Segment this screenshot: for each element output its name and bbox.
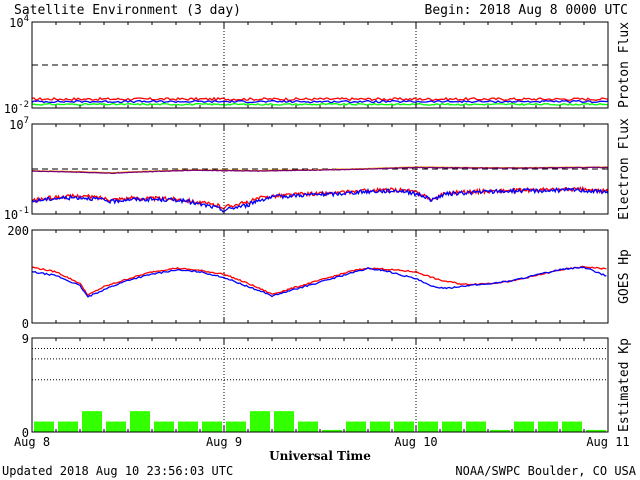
estimated-kp-bar [34, 421, 54, 432]
estimated-kp-axis-label: Estimated Kp [617, 338, 632, 432]
estimated-kp-bar [394, 421, 414, 432]
proton-flux-series-line [31, 96, 609, 102]
estimated-kp-bar [346, 421, 366, 432]
estimated-kp-bar [490, 429, 510, 432]
estimated-kp-bar [154, 421, 174, 432]
x-tick-label: Aug 9 [206, 435, 242, 449]
begin-time: Begin: 2018 Aug 8 0000 UTC [425, 3, 629, 18]
goes-hp-panel: 200 0 GOES Hp [7, 224, 632, 331]
estimated-kp-bar [202, 421, 222, 432]
estimated-kp-bar [418, 421, 438, 432]
estimated-kp-frame [31, 337, 609, 433]
estimated-kp-bar [538, 421, 558, 432]
estimated-kp-y-tick-label: 9 [22, 332, 29, 346]
estimated-kp-bar [298, 421, 318, 432]
proton-flux-series-line [31, 99, 609, 104]
updated-timestamp: Updated 2018 Aug 10 23:56:03 UTC [2, 464, 233, 478]
estimated-kp-bar [322, 429, 342, 432]
plot-title: Satellite Environment (3 day) [14, 3, 241, 18]
proton-flux-axis-label: Proton Flux [617, 22, 632, 108]
estimated-kp-panel: 9 0 Estimated Kp [22, 332, 632, 440]
electron-flux-y-tick-label: 10-1 [4, 206, 29, 222]
estimated-kp-bar [562, 421, 582, 432]
goes-hp-series-line [31, 266, 607, 298]
electron-flux-axis-label: Electron Flux [617, 118, 632, 220]
estimated-kp-bar [514, 421, 534, 432]
proton-flux-y-tick-label: 10-2 [4, 100, 29, 116]
electron-flux-series-line [31, 186, 609, 213]
estimated-kp-bar [274, 411, 294, 432]
electron-flux-series-line [31, 166, 609, 175]
panels-group: 104 10-2 Proton Flux 107 10-1 Electron Flux 20… [4, 14, 632, 449]
estimated-kp-bar [586, 429, 606, 432]
goes-hp-frame [31, 229, 609, 324]
credit-text: NOAA/SWPC Boulder, CO USA [455, 464, 636, 478]
proton-flux-panel: 104 10-2 Proton Flux [4, 14, 632, 116]
x-tick-label: Aug 11 [586, 435, 629, 449]
proton-flux-y-tick-label: 104 [9, 14, 29, 30]
estimated-kp-bar [130, 411, 150, 432]
goes-hp-axis-label: GOES Hp [617, 249, 632, 304]
estimated-kp-bar [442, 421, 462, 432]
estimated-kp-bar [58, 421, 78, 432]
estimated-kp-bar [466, 421, 486, 432]
x-tick-label: Aug 8 [14, 435, 50, 449]
estimated-kp-bar [226, 421, 246, 432]
estimated-kp-y-tick-label: 0 [22, 426, 29, 440]
electron-flux-panel: 107 10-1 Electron Flux [4, 116, 632, 222]
goes-hp-y-tick-label: 200 [7, 224, 29, 238]
estimated-kp-bar [106, 421, 126, 432]
electron-flux-series-line [31, 185, 609, 210]
estimated-kp-bar [370, 421, 390, 432]
goes-hp-series-line [31, 265, 607, 296]
estimated-kp-bar [82, 411, 102, 432]
x-axis-title: Universal Time [269, 449, 371, 463]
x-tick-label: Aug 10 [394, 435, 437, 449]
estimated-kp-bar [178, 421, 198, 432]
estimated-kp-bar [250, 411, 270, 432]
proton-flux-frame [31, 21, 609, 109]
proton-flux-series-line [31, 102, 609, 106]
electron-flux-y-tick-label: 107 [9, 116, 29, 132]
goes-hp-y-tick-label: 0 [22, 317, 29, 331]
